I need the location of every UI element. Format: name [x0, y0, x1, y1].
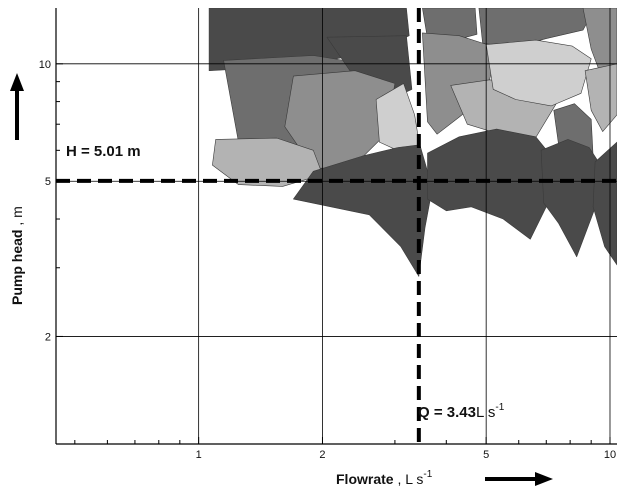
x-axis-title-main: Flowrate: [336, 471, 394, 487]
flow-annotation-value: Q = 3.43: [418, 404, 476, 421]
y-tick-label-2: 2: [45, 331, 51, 343]
y-axis-title-unit: m: [9, 206, 25, 218]
y-axis-title-sep: ,: [9, 218, 25, 230]
flow-annotation: Q = 3.43L s-1: [418, 402, 505, 421]
x-tick-label-5: 5: [483, 449, 489, 461]
x-axis-arrow-icon: [485, 472, 553, 486]
operating-region-6: [212, 137, 323, 187]
x-tick-label-2: 2: [319, 449, 325, 461]
x-axis-title-exponent: -1: [423, 469, 432, 480]
operating-region-13: [485, 39, 592, 107]
operating-region-4: [284, 70, 396, 169]
x-tick-label-1: 1: [196, 449, 202, 461]
head-annotation: H = 5.01 m: [66, 143, 141, 160]
x-tick-label-10: 10: [604, 449, 616, 461]
x-axis-title-sep: ,: [394, 471, 406, 487]
x-axis-title-unit: L s: [405, 471, 423, 487]
grid-layer: [56, 8, 617, 444]
flow-annotation-unit: L s: [476, 404, 495, 421]
flow-annotation-exponent: -1: [495, 402, 504, 413]
y-tick-label-10: 10: [39, 59, 51, 71]
head-label-background: [64, 137, 176, 163]
y-axis-title-main: Pump head: [9, 230, 25, 305]
operating-point-layer: [56, 8, 617, 444]
operating-region-11: [427, 128, 557, 240]
patch-layer: [208, 8, 617, 277]
operating-region-12: [478, 8, 596, 48]
y-axis-arrow-icon: [10, 73, 24, 140]
y-tick-label-5: 5: [45, 176, 51, 188]
y-axis-title: Pump head , m: [9, 206, 25, 305]
operating-region-18: [592, 141, 617, 266]
x-axis-title: Flowrate , L s-1: [336, 469, 433, 487]
axes-layer: 1 2 5 10 2 5 10: [39, 8, 617, 461]
operating-region-7: [293, 144, 433, 277]
